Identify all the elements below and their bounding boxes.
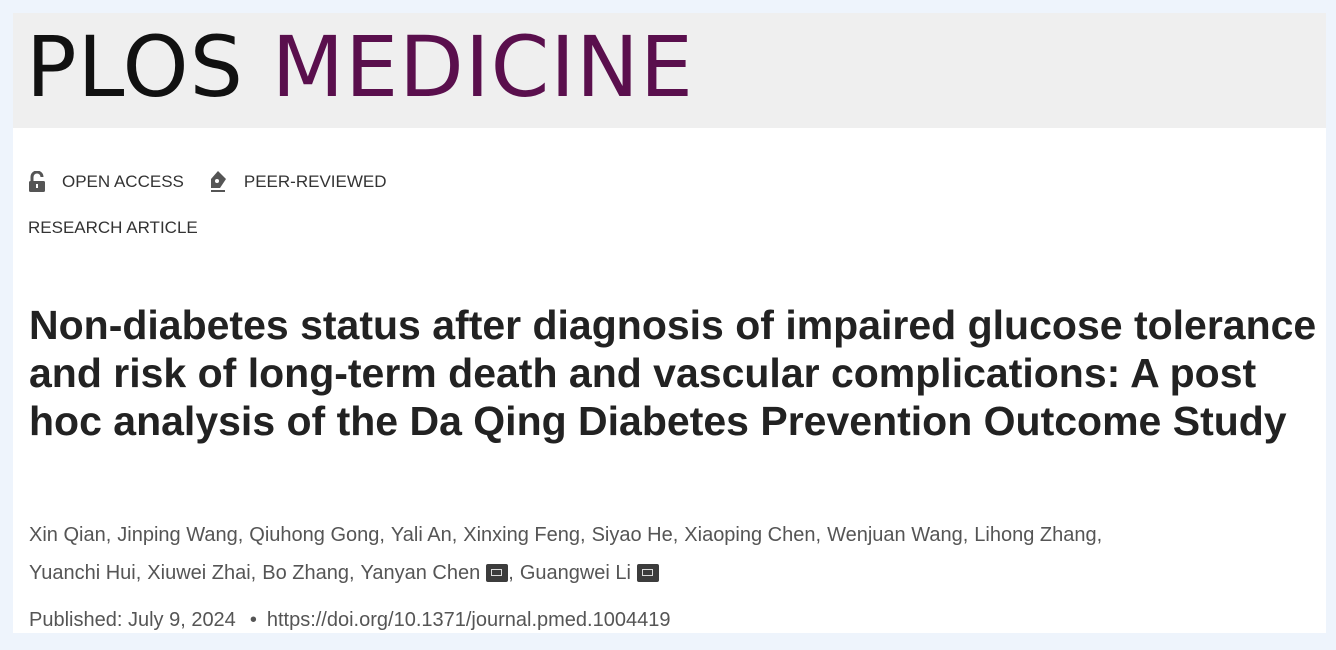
author-name[interactable]: Xiuwei Zhai,	[147, 562, 257, 584]
logo-plos: PLOS	[26, 18, 244, 116]
open-access-label: OPEN ACCESS	[62, 172, 184, 191]
author-name[interactable]: Xiaoping Chen,	[684, 524, 822, 546]
author-name[interactable]: Lihong Zhang,	[974, 524, 1103, 546]
journal-logo[interactable]: PLOS MEDICINE	[26, 17, 694, 117]
author-name[interactable]: Yali An,	[390, 524, 458, 546]
author-name[interactable]: Xin Qian,	[29, 524, 112, 546]
published-date: Published: July 9, 2024	[29, 609, 236, 631]
peer-reviewed-label: PEER-REVIEWED	[243, 172, 387, 191]
author-name[interactable]: Siyao He,	[591, 524, 679, 546]
author-line: Xin Qian, Jinping Wang, Qiuhong Gong, Yali …	[29, 516, 1108, 554]
author-name[interactable]: Bo Zhang,	[262, 562, 355, 584]
author-name[interactable]: Jinping Wang,	[117, 524, 244, 546]
publication-info: Published: July 9, 2024 • https://doi.org/…	[29, 609, 670, 632]
author-name[interactable]: Guangwei Li	[520, 562, 659, 584]
author-name[interactable]: Yuanchi Hui,	[29, 562, 142, 584]
author-list: Xin Qian, Jinping Wang, Qiuhong Gong, Yali …	[29, 516, 1108, 592]
open-access-badge[interactable]: OPEN ACCESS	[28, 171, 184, 193]
email-icon[interactable]	[637, 564, 659, 582]
author-name[interactable]: Xinxing Feng,	[463, 524, 586, 546]
article-title: Non-diabetes status after diagnosis of i…	[29, 302, 1317, 444]
email-icon[interactable]	[486, 564, 509, 582]
peer-reviewed-badge[interactable]: PEER-REVIEWED	[208, 170, 387, 194]
author-name[interactable]: Wenjuan Wang,	[827, 524, 969, 546]
article-type: RESEARCH ARTICLE	[28, 218, 198, 237]
article-header-card: PLOS MEDICINE OPEN ACCESS PEER-REVIEWED …	[13, 13, 1326, 633]
logo-medicine: MEDICINE	[271, 18, 694, 116]
pen-nib-icon	[210, 171, 226, 192]
doi-link[interactable]: https://doi.org/10.1371/journal.pmed.100…	[266, 609, 671, 631]
journal-masthead: PLOS MEDICINE	[13, 13, 1326, 128]
article-badges: OPEN ACCESS PEER-REVIEWED	[28, 170, 411, 194]
author-line: Yuanchi Hui, Xiuwei Zhai, Bo Zhang, Yanyan …	[29, 554, 1108, 592]
author-name[interactable]: Qiuhong Gong,	[249, 524, 385, 546]
open-lock-icon	[29, 171, 45, 192]
separator: •	[249, 609, 257, 631]
author-name[interactable]: Yanyan Chen,	[360, 562, 514, 584]
